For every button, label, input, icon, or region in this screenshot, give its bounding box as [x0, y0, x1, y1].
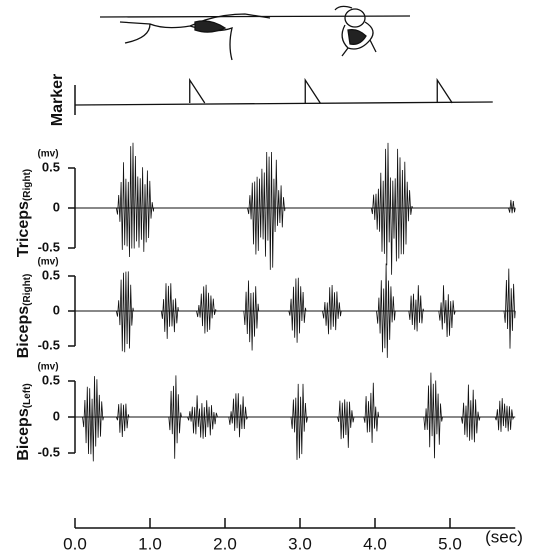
- emg-burst: [370, 142, 413, 275]
- emg-burst: [243, 280, 260, 351]
- marker-pulse: [189, 77, 206, 104]
- marker-pulse: [436, 77, 453, 104]
- y-axis-title: Marker: [49, 74, 66, 126]
- emg-burst: [376, 263, 396, 358]
- emg-burst: [187, 395, 218, 439]
- emg-burst: [438, 285, 456, 338]
- emg-burst: [115, 142, 155, 258]
- emg-burst: [508, 199, 516, 214]
- emg-burst: [494, 398, 515, 432]
- y-tick-label: -0.5: [38, 444, 60, 459]
- emg-burst: [337, 399, 355, 448]
- y-axis-qualifier: (Right): [22, 169, 33, 201]
- unit-label: (mv): [37, 362, 58, 373]
- y-axis-name: Biceps: [15, 306, 32, 359]
- x-axis-title: (sec): [485, 527, 523, 546]
- emg-burst: [115, 403, 130, 438]
- unit-label: (mv): [37, 257, 58, 268]
- emg-burst: [82, 376, 104, 462]
- y-tick-label: -0.5: [38, 337, 60, 352]
- emg-burst: [288, 277, 307, 343]
- emg-burst: [290, 383, 308, 460]
- y-tick-label: 0.5: [42, 372, 60, 387]
- y-tick-label: 0.5: [42, 267, 60, 282]
- y-axis-name: Biceps: [15, 408, 32, 461]
- x-tick-label: 4.0: [363, 534, 387, 553]
- y-tick-label: 0: [53, 408, 60, 423]
- marker-pulse: [304, 77, 321, 104]
- y-tick-label: 0: [53, 199, 60, 214]
- swimmer-illustration: [99, 5, 411, 61]
- y-axis-title: Biceps(Left): [15, 383, 32, 460]
- y-axis-title: Biceps(Right): [15, 274, 32, 359]
- emg-burst: [423, 372, 443, 459]
- y-axis-qualifier: (Left): [22, 383, 33, 408]
- y-tick-label: 0: [53, 302, 60, 317]
- emg-burst: [247, 151, 286, 270]
- emg-burst: [408, 285, 425, 332]
- x-tick-label: 3.0: [288, 534, 312, 553]
- y-axis-qualifier: (Right): [22, 274, 33, 306]
- x-tick-label: 5.0: [438, 534, 462, 553]
- emg-burst: [160, 283, 179, 339]
- y-axis-title: Triceps(Right): [15, 169, 32, 257]
- emg-burst: [363, 382, 380, 443]
- y-tick-label: -0.5: [38, 239, 60, 254]
- x-tick-label: 1.0: [138, 534, 162, 553]
- emg-burst: [168, 375, 182, 459]
- emg-burst: [228, 393, 248, 438]
- emg-burst: [196, 284, 217, 334]
- y-tick-label: 0.5: [42, 159, 60, 174]
- emg-burst: [503, 268, 516, 349]
- emg-burst: [322, 284, 342, 335]
- y-axis-name: Triceps: [15, 201, 32, 257]
- emg-burst: [115, 271, 134, 353]
- emg-burst: [460, 384, 481, 443]
- x-tick-label: 2.0: [213, 534, 237, 553]
- x-tick-label: 0.0: [63, 534, 87, 553]
- marker-baseline: [74, 101, 493, 106]
- unit-label: (mv): [37, 149, 58, 160]
